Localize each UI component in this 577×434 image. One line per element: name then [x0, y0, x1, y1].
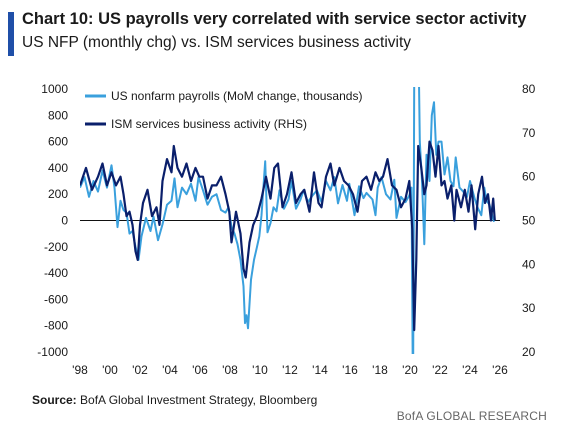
y-right-tick-label: 50 [522, 214, 536, 228]
x-tick-label: '04 [162, 363, 178, 377]
x-tick-label: '22 [432, 363, 448, 377]
brand-mark: BofA GLOBAL RESEARCH [396, 409, 547, 423]
y-right-tick-label: 40 [522, 257, 536, 271]
y-left-tick-label: -600 [44, 292, 68, 306]
x-tick-label: '02 [132, 363, 148, 377]
y-right-tick-label: 30 [522, 301, 536, 315]
x-tick-label: '98 [72, 363, 88, 377]
y-left-tick-label: -200 [44, 240, 68, 254]
source-note: Source: BofA Global Investment Strategy,… [32, 393, 317, 407]
y-right-tick-label: 20 [522, 345, 536, 359]
source-label: Source: [32, 393, 77, 407]
chart-subtitle: US NFP (monthly chg) vs. ISM services bu… [22, 34, 412, 51]
legend-label: ISM services business activity (RHS) [111, 117, 307, 131]
x-tick-label: '26 [492, 363, 508, 377]
series-line-payrolls [80, 87, 495, 354]
y-left-tick-label: 0 [61, 214, 68, 228]
legend-label: US nonfarm payrolls (MoM change, thousan… [111, 89, 362, 103]
y-right-tick-label: 70 [522, 126, 536, 140]
x-tick-label: '10 [252, 363, 268, 377]
y-left-tick-label: -800 [44, 319, 68, 333]
y-right-tick-label: 60 [522, 170, 536, 184]
x-tick-label: '06 [192, 363, 208, 377]
chart-title: Chart 10: US payrolls very correlated wi… [22, 10, 527, 28]
y-left-tick-label: 600 [48, 135, 68, 149]
y-right-tick-label: 80 [522, 82, 536, 96]
x-tick-label: '00 [102, 363, 118, 377]
y-left-tick-label: 400 [48, 161, 68, 175]
x-tick-label: '18 [372, 363, 388, 377]
title-accent-bar [8, 12, 14, 56]
x-tick-label: '08 [222, 363, 238, 377]
y-left-tick-label: -400 [44, 266, 68, 280]
x-tick-label: '12 [282, 363, 298, 377]
y-left-tick-label: 800 [48, 108, 68, 122]
series-line-ism-services [80, 140, 496, 332]
source-text: BofA Global Investment Strategy, Bloombe… [80, 393, 318, 407]
x-tick-label: '14 [312, 363, 328, 377]
y-left-tick-label: 1000 [41, 82, 68, 96]
x-tick-label: '24 [462, 363, 478, 377]
y-left-tick-label: 200 [48, 187, 68, 201]
y-left-tick-label: -1000 [37, 345, 68, 359]
x-tick-label: '16 [342, 363, 358, 377]
x-tick-label: '20 [402, 363, 418, 377]
